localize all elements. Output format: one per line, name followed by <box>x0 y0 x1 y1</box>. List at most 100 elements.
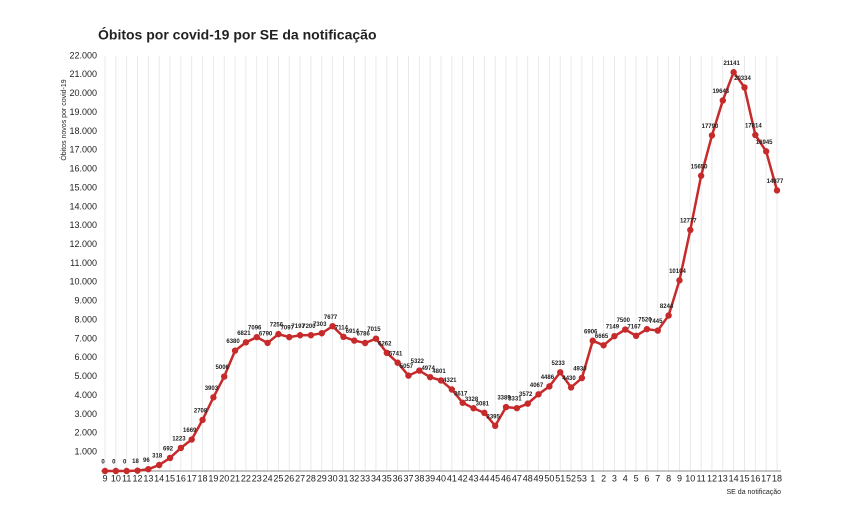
data-label: 19643 <box>712 89 729 95</box>
data-point <box>210 394 217 401</box>
data-point <box>101 467 109 475</box>
data-point <box>600 342 607 349</box>
data-label: 3903 <box>205 386 219 392</box>
data-label: 0 <box>123 460 127 466</box>
x-tick-label: 24 <box>263 473 273 483</box>
data-point <box>351 337 358 344</box>
x-tick-label: 6 <box>644 473 649 483</box>
x-tick-label: 10 <box>685 473 695 483</box>
data-label: 6262 <box>378 341 392 347</box>
x-tick-label: 3 <box>612 473 617 483</box>
x-tick-label: 42 <box>458 473 468 483</box>
data-label: 7096 <box>248 326 262 332</box>
data-point <box>697 172 705 179</box>
data-point <box>264 339 271 347</box>
y-tick-label: 3.000 <box>74 409 97 419</box>
data-point <box>177 444 185 452</box>
data-point <box>242 339 250 346</box>
data-label: 12777 <box>680 219 697 225</box>
x-tick-label: 16 <box>176 473 186 483</box>
data-point <box>491 422 499 430</box>
data-point <box>687 226 694 234</box>
y-tick-label: 1.000 <box>74 447 97 457</box>
data-point <box>730 69 737 76</box>
data-point <box>155 461 163 469</box>
x-tick-label: 25 <box>273 473 283 483</box>
x-tick-label: 16 <box>750 473 760 483</box>
x-tick-label: 39 <box>425 473 435 483</box>
data-point <box>112 467 120 475</box>
data-label: 3572 <box>519 392 533 398</box>
data-point <box>643 325 651 333</box>
x-tick-label: 12 <box>707 473 717 483</box>
x-tick-label: 38 <box>414 473 424 483</box>
data-point <box>405 372 412 379</box>
y-tick-label: 6.000 <box>74 352 97 362</box>
x-tick-label: 43 <box>469 473 479 483</box>
x-tick-label: 4 <box>623 473 628 483</box>
data-point <box>654 327 661 334</box>
x-tick-label: 14 <box>729 473 739 483</box>
data-point <box>708 132 716 139</box>
data-label: 15650 <box>691 164 708 170</box>
data-label: 1669 <box>183 428 197 434</box>
data-label: 4321 <box>443 378 457 384</box>
data-point <box>437 377 445 384</box>
x-tick-label: 22 <box>241 473 251 483</box>
y-tick-label: 13.000 <box>69 220 97 230</box>
data-point <box>589 337 596 344</box>
x-tick-label: 15 <box>739 473 749 483</box>
data-label: 4430 <box>562 376 576 382</box>
data-label: 21141 <box>723 61 740 67</box>
data-label: 20334 <box>734 76 751 82</box>
x-tick-label: 30 <box>328 473 338 483</box>
x-tick-label: 47 <box>512 473 522 483</box>
data-point <box>448 386 456 393</box>
x-tick-label: 9 <box>102 473 107 483</box>
data-point <box>513 404 521 412</box>
data-point <box>296 332 304 339</box>
data-point <box>524 400 531 407</box>
data-label: 6906 <box>584 329 598 335</box>
data-point <box>459 399 466 406</box>
y-tick-label: 2.000 <box>74 428 97 438</box>
x-tick-label: 44 <box>479 473 489 483</box>
x-tick-label: 17 <box>187 473 197 483</box>
x-tick-label: 13 <box>718 473 728 483</box>
y-tick-label: 21.000 <box>69 69 97 79</box>
x-tick-label: 32 <box>349 473 359 483</box>
chart-title: Óbitos por covid-19 por SE da notificaçã… <box>98 26 377 43</box>
data-label: 6786 <box>356 332 370 338</box>
x-tick-label: 49 <box>534 473 544 483</box>
data-label: 5741 <box>389 351 403 357</box>
data-label: 2708 <box>194 408 208 414</box>
data-point <box>383 349 391 357</box>
x-tick-label: 7 <box>655 473 660 483</box>
x-tick-label: 11 <box>696 473 705 483</box>
data-label: 3389 <box>497 396 511 402</box>
x-tick-label: 29 <box>317 473 327 483</box>
x-tick-label: 41 <box>447 473 457 483</box>
data-point <box>253 333 260 341</box>
x-tick-label: 34 <box>371 473 381 483</box>
data-label: 5322 <box>411 359 425 365</box>
x-tick-label: 52 <box>566 473 576 483</box>
data-label: 5057 <box>400 364 414 370</box>
y-tick-label: 7.000 <box>74 333 97 343</box>
data-label: 318 <box>152 454 163 460</box>
data-label: 4801 <box>432 369 446 375</box>
x-tick-label: 27 <box>295 473 305 483</box>
x-tick-label: 15 <box>165 473 175 483</box>
data-point <box>611 332 618 340</box>
y-tick-label: 8.000 <box>74 314 97 324</box>
x-tick-label: 2 <box>601 473 606 483</box>
x-tick-label: 45 <box>490 473 500 483</box>
data-label: 7520 <box>638 318 652 324</box>
data-label: 7015 <box>367 327 381 333</box>
data-label: 14877 <box>767 179 784 185</box>
x-tick-label: 23 <box>252 473 262 483</box>
data-label: 8244 <box>660 304 674 310</box>
x-tick-label: 14 <box>154 473 164 483</box>
data-label: 6914 <box>346 329 360 335</box>
data-label: 4930 <box>573 367 587 373</box>
